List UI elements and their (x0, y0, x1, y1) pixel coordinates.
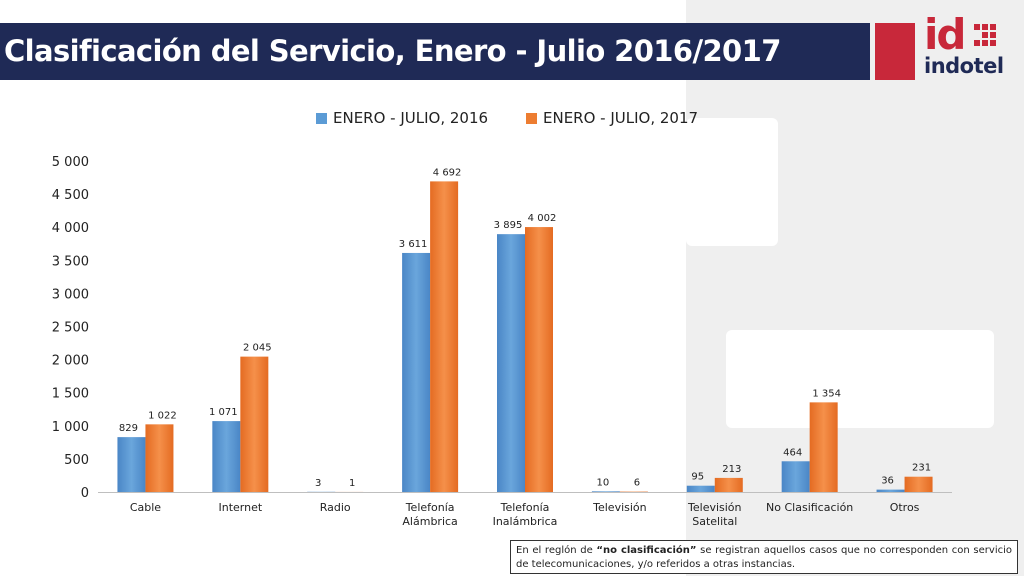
y-tick-label: 500 (64, 453, 89, 468)
bar-2016 (117, 437, 146, 492)
data-label-2017: 213 (722, 464, 741, 475)
data-label-2017: 2 045 (243, 343, 272, 354)
bar-2017 (240, 356, 269, 492)
title-bar: Clasificación del Servicio, Enero - Juli… (0, 23, 870, 80)
x-category-label: Otros (890, 501, 920, 514)
bar-2016 (781, 461, 810, 492)
data-label-2016: 36 (881, 476, 894, 487)
data-label-2016: 829 (119, 423, 138, 434)
bar-2016 (402, 252, 431, 492)
y-tick-label: 4 500 (52, 188, 89, 203)
bar-2017 (145, 424, 174, 492)
legend-item-2016: ENERO - JULIO, 2016 (316, 108, 488, 128)
x-category-label: Internet (218, 501, 262, 514)
data-label-2016: 3 895 (494, 220, 523, 231)
legend-item-2017: ENERO - JULIO, 2017 (526, 108, 698, 128)
decorative-card (686, 118, 778, 246)
data-label-2016: 1 071 (209, 407, 238, 418)
y-tick-label: 1 500 (52, 387, 89, 402)
bar-2017 (809, 402, 838, 492)
data-label-2016: 3 (315, 478, 321, 489)
data-label-2017: 231 (912, 463, 931, 474)
bar-2017 (525, 227, 553, 492)
data-label-2016: 3 611 (399, 239, 428, 250)
legend-swatch-2017 (526, 112, 537, 124)
bar-2016 (497, 234, 525, 492)
legend-label-2017: ENERO - JULIO, 2017 (543, 109, 699, 127)
bar-2017 (430, 181, 459, 493)
y-tick-label: 1 000 (52, 420, 89, 435)
bar-2017 (904, 476, 933, 492)
bar-2016 (686, 485, 715, 492)
y-tick-label: 2 500 (52, 321, 89, 336)
data-label-2017: 1 (349, 478, 355, 489)
logo-mark-text: id (924, 10, 966, 59)
bar-2016 (591, 491, 620, 492)
legend-label-2016: ENERO - JULIO, 2016 (333, 109, 489, 127)
x-category-label: Radio (320, 501, 351, 514)
data-label-2016: 464 (783, 447, 802, 458)
data-label-2017: 1 354 (812, 388, 841, 399)
indotel-logo: id indotel (922, 14, 1012, 82)
footnote-suffix: se registran aquellos casos que no corre… (516, 545, 1013, 570)
y-tick-label: 3 500 (52, 254, 89, 269)
data-label-2017: 4 002 (528, 213, 557, 224)
y-tick-label: 2 000 (52, 354, 89, 369)
logo-grid-icon (974, 24, 1002, 50)
footnote-prefix: En el reglón de (516, 545, 597, 556)
x-category-label: Telefonía Alámbrica (402, 501, 457, 528)
y-tick-label: 5 000 (52, 155, 89, 170)
x-category-label: No Clasificación (766, 501, 853, 514)
page-title: Clasificación del Servicio, Enero - Juli… (4, 34, 781, 68)
x-category-label: Televisión (592, 501, 647, 514)
logo-red-block (875, 23, 915, 80)
footnote: En el reglón de “no clasificación” se re… (510, 540, 1018, 574)
x-category-label: Televisión Satelital (687, 501, 742, 528)
data-label-2016: 10 (597, 477, 610, 488)
bar-2017 (714, 477, 743, 492)
x-category-label: Telefonía Inalámbrica (493, 501, 558, 528)
bar-2016 (876, 489, 905, 492)
y-tick-label: 3 000 (52, 287, 89, 302)
y-tick-label: 0 (81, 486, 89, 501)
footnote-bold: “no clasificación” (596, 545, 697, 556)
data-label-2017: 4 692 (433, 167, 462, 178)
data-label-2016: 95 (691, 472, 704, 483)
bar-2016 (212, 421, 241, 492)
data-label-2017: 6 (634, 478, 640, 489)
y-tick-label: 4 000 (52, 221, 89, 236)
logo-wordmark: indotel (924, 54, 1004, 78)
data-label-2017: 1 022 (148, 410, 177, 421)
x-category-label: Cable (130, 501, 161, 514)
legend-swatch-2016 (316, 112, 327, 124)
decorative-card (726, 330, 994, 428)
